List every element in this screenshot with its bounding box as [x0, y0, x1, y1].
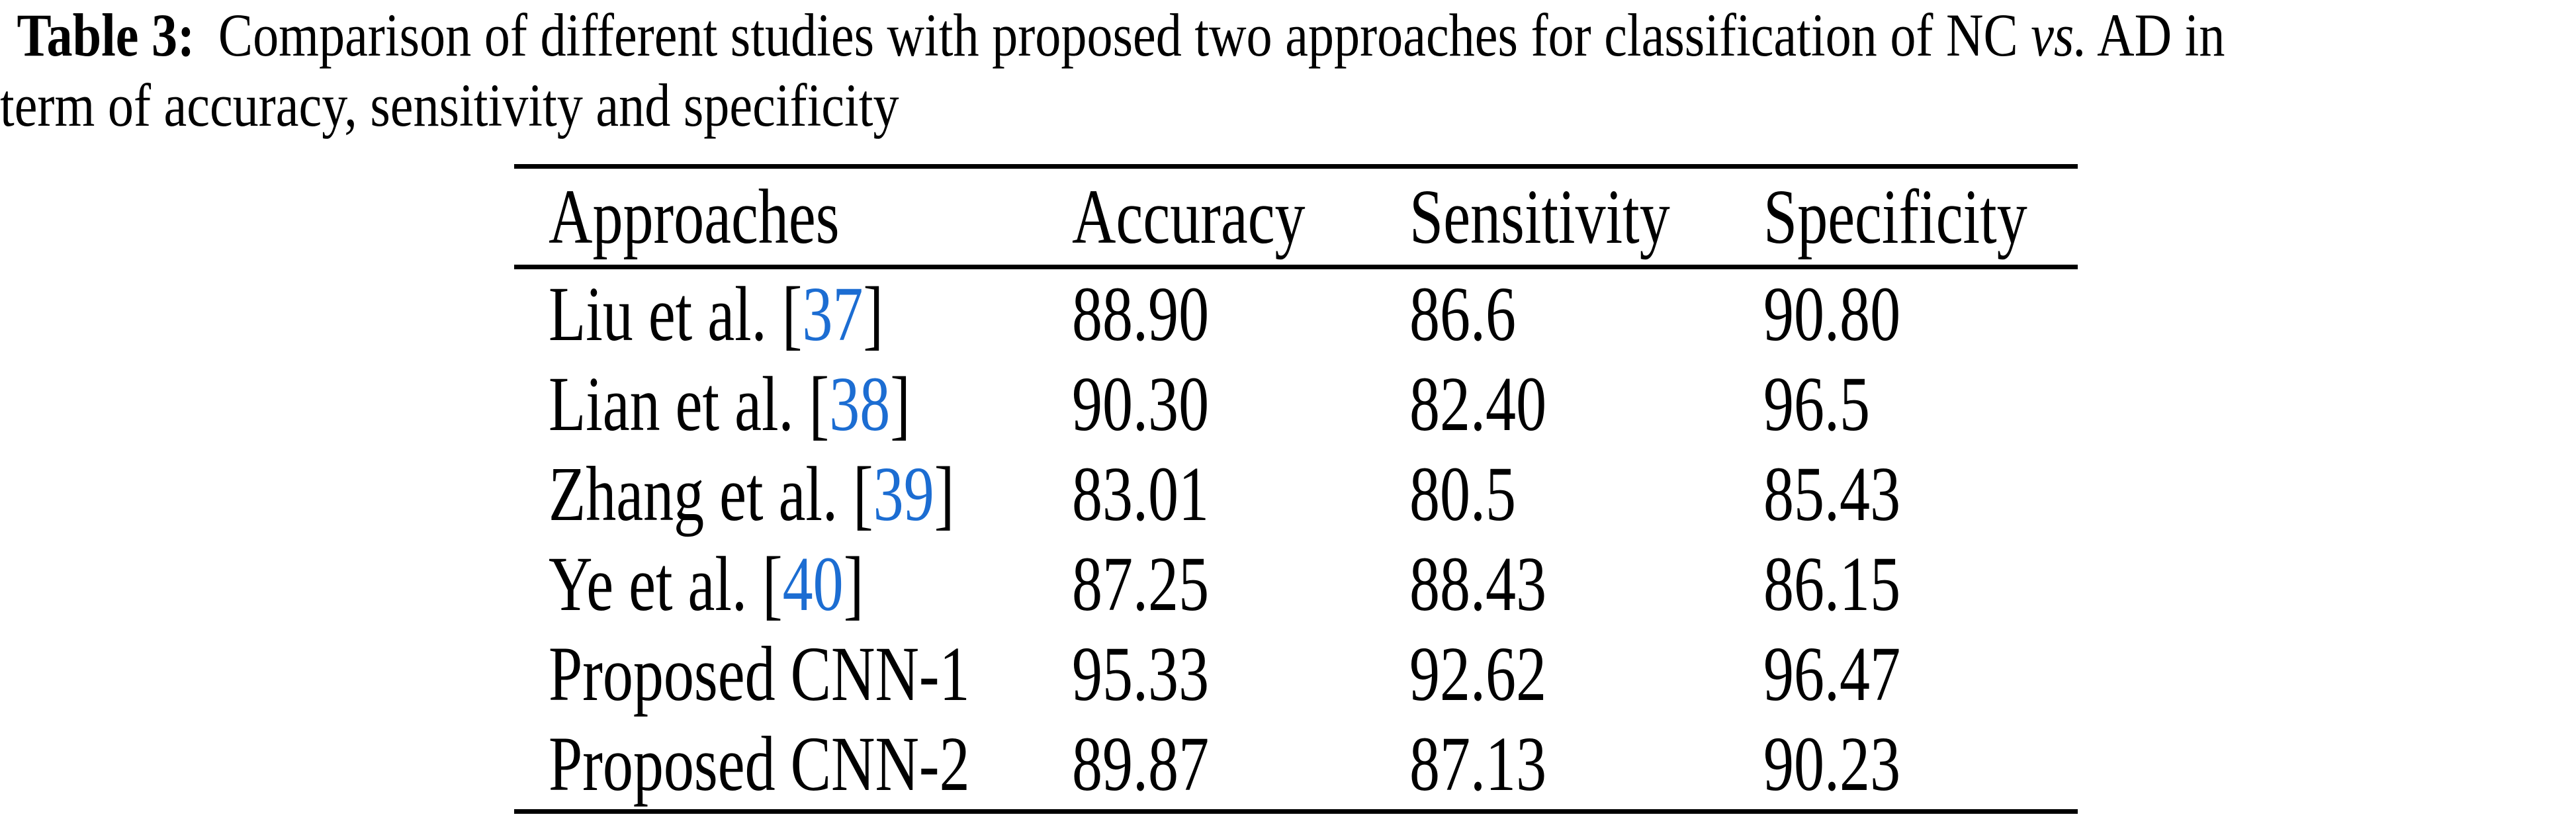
table-row: Ye et al. [40] 87.25 88.43 86.15	[514, 539, 2078, 629]
citation-bracket-close: ]	[843, 541, 864, 627]
table-caption: Table 3: Comparison of different studies …	[0, 0, 2576, 140]
citation-link[interactable]: 38	[829, 361, 891, 447]
citation-bracket-close: ]	[863, 271, 884, 357]
col-header-accuracy: Accuracy	[1072, 173, 1306, 260]
caption-vs-italic: vs.	[2031, 1, 2087, 69]
specificity-cell: 85.43	[1763, 451, 1901, 537]
citation-link[interactable]: 40	[782, 541, 844, 627]
accuracy-cell: 89.87	[1072, 721, 1210, 807]
table-row: Proposed CNN-2 89.87 87.13 90.23	[514, 719, 2078, 812]
sensitivity-cell: 86.6	[1409, 271, 1517, 357]
citation-bracket-open: [	[762, 541, 783, 627]
header-row: Approaches Accuracy Sensitivity Specific…	[514, 167, 2078, 267]
accuracy-cell: 88.90	[1072, 271, 1210, 357]
citation-bracket-close: ]	[890, 361, 910, 447]
table-row: Liu et al. [37] 88.90 86.6 90.80	[514, 267, 2078, 360]
sensitivity-cell: 88.43	[1409, 541, 1547, 627]
approach-name: Ye et al.	[549, 541, 747, 627]
specificity-cell: 86.15	[1763, 541, 1901, 627]
citation-bracket-open: [	[781, 271, 803, 357]
accuracy-cell: 90.30	[1072, 361, 1210, 447]
specificity-cell: 96.5	[1763, 361, 1871, 447]
caption-text-end: AD in	[2097, 1, 2225, 69]
table-row: Proposed CNN-1 95.33 92.62 96.47	[514, 629, 2078, 719]
citation-link[interactable]: 37	[802, 271, 864, 357]
approach-name: Proposed CNN-1	[549, 631, 970, 717]
citation-link[interactable]: 39	[873, 451, 934, 537]
caption-text: Comparison of different studies with pro…	[218, 1, 2018, 69]
approach-cell: Liu et al. [37]	[514, 267, 1072, 360]
citation-bracket-close: ]	[934, 451, 955, 537]
approach-cell: Proposed CNN-2	[514, 719, 1072, 812]
sensitivity-cell: 80.5	[1409, 451, 1517, 537]
approach-cell: Proposed CNN-1	[514, 629, 1072, 719]
accuracy-cell: 87.25	[1072, 541, 1210, 627]
table-row: Lian et al. [38] 90.30 82.40 96.5	[514, 359, 2078, 449]
approach-name: Zhang et al.	[549, 451, 838, 537]
table-row: Zhang et al. [39] 83.01 80.5 85.43	[514, 449, 2078, 539]
col-header-approaches: Approaches	[549, 173, 840, 260]
specificity-cell: 90.23	[1763, 721, 1901, 807]
accuracy-cell: 83.01	[1072, 451, 1210, 537]
caption-label: Table 3:	[17, 1, 195, 69]
results-table: Approaches Accuracy Sensitivity Specific…	[514, 164, 2078, 814]
sensitivity-cell: 92.62	[1409, 631, 1547, 717]
caption-line-1: Table 3: Comparison of different studies …	[0, 0, 2576, 70]
approach-name: Liu et al.	[549, 271, 767, 357]
citation-bracket-open: [	[853, 451, 873, 537]
approach-name: Proposed CNN-2	[549, 721, 970, 807]
sensitivity-cell: 82.40	[1409, 361, 1547, 447]
approach-name: Lian et al.	[549, 361, 794, 447]
caption-line-2: term of accuracy, sensitivity and specif…	[0, 71, 899, 139]
approach-cell: Lian et al. [38]	[514, 359, 1072, 449]
specificity-cell: 96.47	[1763, 631, 1901, 717]
col-header-sensitivity: Sensitivity	[1409, 173, 1670, 260]
sensitivity-cell: 87.13	[1409, 721, 1547, 807]
specificity-cell: 90.80	[1763, 271, 1901, 357]
col-header-specificity: Specificity	[1763, 173, 2027, 260]
accuracy-cell: 95.33	[1072, 631, 1210, 717]
approach-cell: Zhang et al. [39]	[514, 449, 1072, 539]
approach-cell: Ye et al. [40]	[514, 539, 1072, 629]
citation-bracket-open: [	[809, 361, 830, 447]
